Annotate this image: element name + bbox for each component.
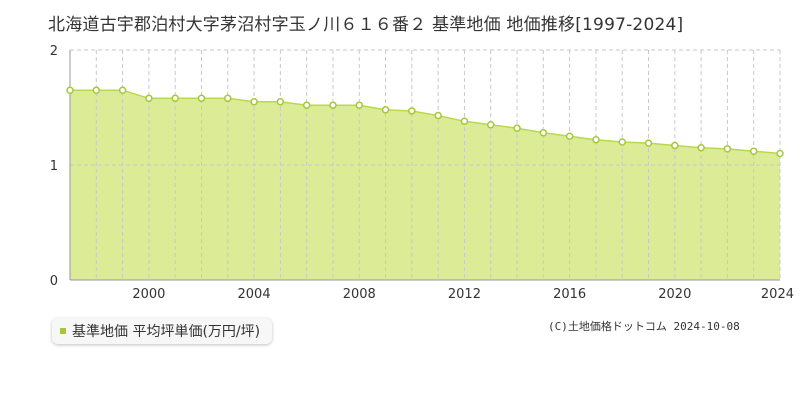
data-point <box>697 144 705 152</box>
data-point <box>592 135 600 144</box>
data-point <box>486 121 495 129</box>
data-point <box>171 94 179 103</box>
data-point <box>539 129 548 137</box>
legend: 基準地価 平均坪単価(万円/坪) <box>52 318 273 344</box>
data-point <box>618 138 626 146</box>
y-tick-label: 0 <box>50 274 58 289</box>
data-point <box>381 106 390 114</box>
data-point <box>723 145 732 153</box>
y-tick-label: 1 <box>50 159 58 174</box>
x-tick-label: 2020 <box>658 287 691 302</box>
x-tick-label: 2016 <box>553 287 586 302</box>
series-line <box>70 89 781 155</box>
data-point <box>224 94 232 103</box>
data-point <box>749 147 758 155</box>
data-point <box>671 141 679 150</box>
data-point <box>92 86 101 94</box>
data-point <box>355 101 364 109</box>
data-point <box>197 94 206 103</box>
chart-title: 北海道古宇郡泊村大字茅沼村字玉ノ川６１６番２ 基準地価 地価推移[1997-20… <box>48 15 684 35</box>
data-point <box>644 139 653 147</box>
y-tick-label: 2 <box>50 44 58 59</box>
data-point <box>565 132 574 140</box>
data-point <box>513 124 521 132</box>
x-tick-label: 2004 <box>238 287 271 302</box>
copyright-text: (C)土地価格ドットコム 2024-10-08 <box>548 320 740 333</box>
legend-label: 基準地価 平均坪単価(万円/坪) <box>72 324 261 340</box>
data-point <box>250 98 258 106</box>
data-point <box>276 98 285 106</box>
area-fill <box>70 90 780 280</box>
data-point <box>118 86 127 94</box>
data-point <box>408 107 416 115</box>
data-point <box>145 94 153 103</box>
legend-swatch <box>60 328 66 334</box>
data-point <box>460 117 469 126</box>
x-tick-label: 2000 <box>132 287 165 302</box>
x-tick-label: 2008 <box>343 287 376 302</box>
data-point <box>66 86 74 94</box>
data-point <box>434 111 442 120</box>
x-tick-label: 2012 <box>448 287 481 302</box>
x-tick-label: 2024 <box>761 287 794 302</box>
data-point <box>329 101 337 109</box>
data-point <box>302 101 311 109</box>
data-point <box>776 149 784 158</box>
